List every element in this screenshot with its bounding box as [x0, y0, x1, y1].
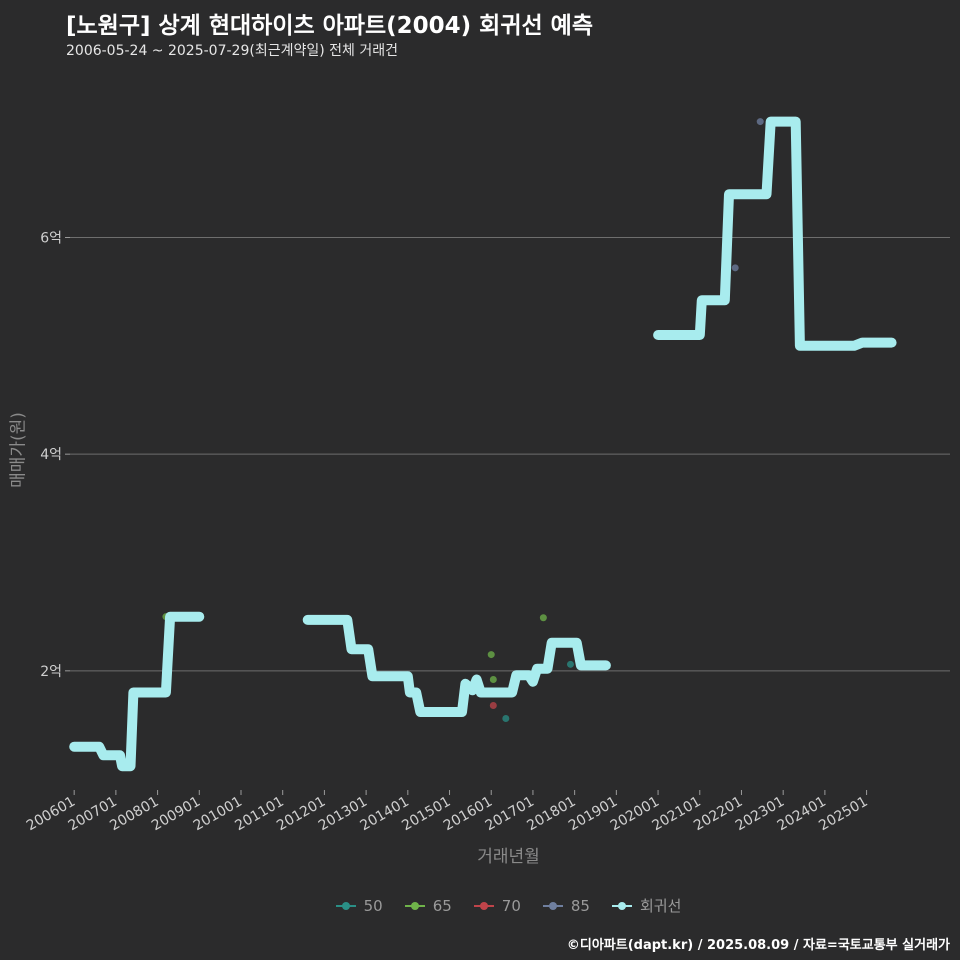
legend-label-regression: 회귀선 — [639, 897, 682, 915]
legend-item-65[interactable]: 65 — [404, 895, 452, 916]
chart-subtitle: 2006-05-24 ~ 2025-07-29(최근계약일) 전체 거래건 — [66, 43, 398, 59]
legend-key-50 — [335, 899, 356, 913]
data-point-85 — [756, 118, 764, 126]
data-point-65 — [487, 651, 495, 659]
data-point-65 — [539, 614, 547, 622]
regression-line — [653, 116, 897, 351]
regression-line — [69, 611, 205, 772]
x-tick-label: 202501 — [816, 794, 870, 835]
legend: 50 65 70 85 회귀선 — [0, 895, 960, 916]
legend-label-70: 70 — [501, 896, 521, 915]
legend-item-regression[interactable]: 회귀선 — [611, 895, 682, 916]
legend-item-85[interactable]: 85 — [542, 895, 590, 916]
footer-credit: ©디아파트(dapt.kr) / 2025.08.09 / 자료=국토교통부 실… — [566, 938, 950, 953]
y-axis-label: 매매가(원) — [8, 412, 29, 488]
legend-label-85: 85 — [570, 896, 590, 915]
legend-key-regression — [611, 899, 632, 913]
x-axis-label: 거래년월 — [477, 847, 540, 867]
y-tick-label: 4억 — [40, 447, 62, 463]
data-point-50 — [502, 715, 510, 722]
regression-line — [302, 614, 611, 717]
y-tick-label: 2억 — [40, 664, 62, 680]
legend-item-70[interactable]: 70 — [473, 895, 521, 916]
legend-key-85 — [542, 899, 563, 913]
data-point-70 — [489, 702, 497, 709]
data-point-50 — [566, 660, 574, 668]
y-tick-label: 6억 — [40, 231, 62, 247]
legend-label-65: 65 — [432, 896, 452, 915]
data-point-85 — [731, 264, 739, 272]
legend-key-65 — [404, 899, 425, 913]
legend-label-50: 50 — [363, 896, 383, 915]
legend-item-50[interactable]: 50 — [335, 895, 383, 916]
chart-title: [노원구] 상계 현대하이츠 아파트(2004) 회귀선 예측 — [66, 13, 593, 39]
data-point-65 — [489, 676, 497, 683]
legend-key-70 — [473, 899, 494, 913]
